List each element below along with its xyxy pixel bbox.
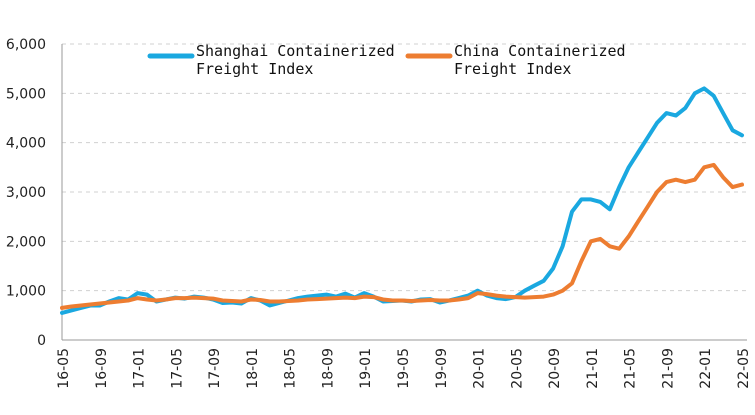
x-tick-label: 22-05 xyxy=(736,348,752,389)
x-tick-label: 22-01 xyxy=(698,348,714,389)
x-tick-label: 17-05 xyxy=(169,348,185,389)
legend-label-shanghai: Shanghai Containerized Freight Index xyxy=(196,42,404,78)
x-tick-label: 18-01 xyxy=(245,348,261,389)
x-tick-label: 18-05 xyxy=(283,348,299,389)
y-tick-label: 1,000 xyxy=(6,284,46,300)
y-tick-label: 0 xyxy=(37,333,46,349)
y-tick-label: 3,000 xyxy=(6,185,46,201)
legend: Shanghai Containerized Freight Index Chi… xyxy=(147,42,635,78)
x-tick-label: 21-01 xyxy=(585,348,601,389)
grid-lines xyxy=(62,43,747,292)
x-tick-label: 21-09 xyxy=(660,348,676,389)
legend-label-china: China Containerized Freight Index xyxy=(454,42,635,78)
x-tick-label: 20-01 xyxy=(472,348,488,389)
x-tick-label: 19-01 xyxy=(358,348,374,389)
x-tick-label: 19-09 xyxy=(434,348,450,389)
series-line-china xyxy=(60,162,744,310)
series-line-shanghai xyxy=(60,86,744,315)
y-tick-label: 4,000 xyxy=(6,136,46,152)
y-tick-label: 5,000 xyxy=(6,86,46,102)
legend-item-shanghai: Shanghai Containerized Freight Index xyxy=(147,42,404,78)
x-tick-label: 20-05 xyxy=(509,348,525,389)
y-tick-labels: 0 1,000 2,000 3,000 4,000 5,000 6,000 xyxy=(6,37,46,349)
x-tick-labels: 16-05 16-09 17-01 17-05 17-09 18-01 18-05 18-09… xyxy=(56,348,752,389)
x-tick-label: 16-05 xyxy=(56,348,72,389)
y-tick-label: 6,000 xyxy=(6,37,46,53)
x-tick-label: 17-09 xyxy=(207,348,223,389)
x-tick-label: 16-09 xyxy=(94,348,110,389)
x-tick-label: 18-09 xyxy=(320,348,336,389)
series-lines xyxy=(60,86,744,315)
y-tick-label: 2,000 xyxy=(6,234,46,250)
x-tick-label: 21-05 xyxy=(623,348,639,389)
x-tick-label: 19-05 xyxy=(396,348,412,389)
x-tick-label: 20-09 xyxy=(547,348,563,389)
legend-item-china: China Containerized Freight Index xyxy=(405,42,635,78)
x-tick-label: 17-01 xyxy=(132,348,148,389)
axes xyxy=(61,44,747,341)
